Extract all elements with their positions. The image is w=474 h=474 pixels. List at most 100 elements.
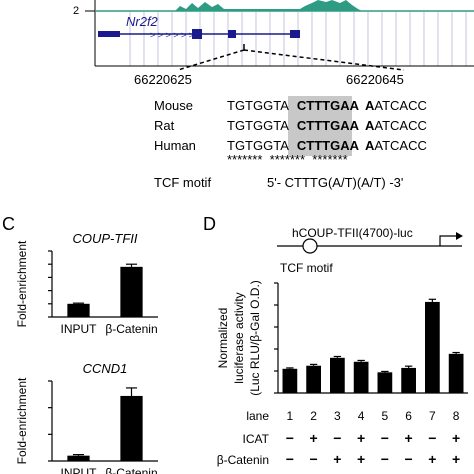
seq-left: TGTGGTA — [227, 118, 289, 133]
gene-exon-1 — [98, 31, 120, 37]
tcf-site-circle — [302, 238, 318, 254]
seq-motif: CTTTGAA — [297, 98, 360, 113]
y-axis-label-line: luciferase activity — [232, 292, 246, 383]
species-label: Rat — [154, 118, 175, 133]
seq-bold-base: A — [365, 118, 375, 133]
condition-label: ICAT — [243, 432, 270, 446]
bar — [67, 455, 90, 461]
condition-mark: + — [452, 472, 460, 474]
tss-arrow-head — [456, 232, 463, 240]
y-axis-label: Fold-enrichment — [15, 377, 29, 464]
lane-number: 6 — [405, 409, 412, 423]
condition-mark: + — [405, 430, 413, 446]
condition-mark: + — [310, 430, 318, 446]
gene-exon-3 — [228, 30, 236, 38]
seq-motif: CTTTGAA — [297, 138, 360, 153]
condition-mark: + — [452, 430, 460, 446]
construct-motif-label: TCF motif — [280, 261, 333, 275]
category-label: INPUT — [61, 322, 98, 336]
gene-strand-arrows: > > > > > > > — [150, 30, 202, 40]
condition-mark: − — [286, 430, 294, 446]
condition-mark: + — [428, 451, 436, 467]
chart-ccnd1: CCND1 Fold-enrichment INPUT β-Catenin — [15, 361, 158, 474]
seq-bold-base: A — [365, 98, 375, 113]
species-label: Human — [154, 138, 196, 153]
lane-label: lane — [246, 409, 269, 423]
species-sequence: TGTGGTA CTTTGAA AATCACC — [227, 118, 427, 133]
condition-mark: + — [357, 451, 365, 467]
gene-model: > > > > > > > — [98, 29, 300, 40]
zoom-line-left — [177, 49, 245, 71]
bar — [425, 301, 440, 393]
lane-number: 7 — [429, 409, 436, 423]
y-axis-label-line: (Luc RLU/β-Gal O.D.) — [248, 280, 262, 396]
gene-exon-2 — [192, 29, 202, 39]
condition-mark: − — [381, 430, 389, 446]
construct-diagram: hCOUP-TFII(4700)-luc TCF motif — [277, 226, 463, 275]
y-axis-label-line: Normalized — [216, 308, 230, 369]
lane-number: 4 — [358, 409, 365, 423]
category-label: β-Catenin — [105, 466, 157, 474]
lane-number: 2 — [310, 409, 317, 423]
bar — [377, 372, 393, 393]
condition-mark: − — [428, 430, 436, 446]
bar — [306, 365, 321, 393]
condition-mark: + — [381, 472, 389, 474]
condition-mark: − — [286, 451, 294, 467]
tcf-motif-sequence: 5'- CTTTG(A/T)(A/T) -3' — [267, 175, 403, 190]
sequence-alignment: 66220625 66220645 Mouse TGTGGTA CTTTGAA AAT… — [134, 72, 427, 190]
bar — [448, 353, 464, 393]
motif-highlight-box — [288, 96, 352, 156]
conservation-peaks — [175, 0, 362, 11]
panel-d-letter: D — [203, 214, 216, 234]
condition-label: β-Catenin — [217, 453, 269, 467]
conservation-track — [95, 0, 474, 12]
species-sequence: TGTGGTA CTTTGAA AATCACC — [227, 138, 427, 153]
condition-mark: + — [405, 472, 413, 474]
condition-mark: − — [333, 430, 341, 446]
lane-number: 3 — [334, 409, 341, 423]
chart-luciferase: Normalized luciferase activity (Luc RLU/β-… — [216, 280, 468, 396]
category-label: β-Catenin — [105, 322, 157, 336]
species-label: Mouse — [154, 98, 193, 113]
y-axis-label: Fold-enrichment — [15, 240, 29, 327]
condition-mark: − — [333, 472, 341, 474]
seq-bold-base: A — [365, 138, 375, 153]
seq-right: ATCACC — [374, 138, 426, 153]
condition-mark: + — [452, 451, 460, 467]
panel-c-letter: C — [2, 214, 15, 234]
condition-mark: − — [405, 451, 413, 467]
condition-mark: − — [381, 451, 389, 467]
lane-number: 1 — [287, 409, 294, 423]
tcf-motif-label: TCF motif — [154, 175, 211, 190]
bar — [401, 367, 416, 393]
seq-right: ATCACC — [374, 98, 426, 113]
condition-mark: − — [286, 472, 294, 474]
lane-number: 5 — [382, 409, 389, 423]
condition-mark: − — [310, 451, 318, 467]
seq-right: ATCACC — [374, 118, 426, 133]
track-scale-label: 2 — [73, 5, 79, 17]
chart-title: CCND1 — [83, 361, 128, 376]
tss-arrow-stem — [439, 235, 456, 246]
condition-mark: − — [310, 472, 318, 474]
chart-coup-tfii: COUP-TFII Fold-enrichment INPUT β-Catenin — [15, 231, 158, 336]
category-label: INPUT — [61, 466, 98, 474]
chart-title: COUP-TFII — [73, 231, 138, 246]
seq-left: TGTGGTA — [227, 98, 289, 113]
bar — [67, 303, 90, 317]
bar — [120, 266, 143, 317]
conservation-stars: ******* ******* ******* — [227, 152, 348, 167]
condition-mark: − — [357, 472, 365, 474]
construct-label: hCOUP-TFII(4700)-luc — [292, 226, 413, 240]
zoom-line-right — [243, 49, 405, 71]
condition-mark: + — [357, 430, 365, 446]
condition-mark: + — [428, 472, 436, 474]
genome-track-panel: 2 Nr2f2 > > > > > > > — [73, 0, 474, 71]
gene-exon-4 — [290, 30, 300, 38]
species-sequence: TGTGGTA CTTTGAA AATCACC — [227, 98, 427, 113]
bar — [120, 395, 143, 461]
bar — [353, 361, 369, 393]
position-right-label: 66220645 — [346, 72, 404, 87]
